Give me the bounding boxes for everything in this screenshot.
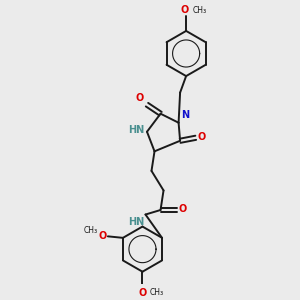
Text: O: O bbox=[181, 5, 189, 15]
Text: O: O bbox=[138, 288, 147, 298]
Text: HN: HN bbox=[128, 217, 144, 227]
Text: O: O bbox=[135, 93, 143, 103]
Text: O: O bbox=[98, 231, 106, 241]
Text: CH₃: CH₃ bbox=[193, 6, 207, 15]
Text: HN: HN bbox=[128, 125, 144, 135]
Text: O: O bbox=[178, 204, 187, 214]
Text: N: N bbox=[181, 110, 189, 120]
Text: CH₃: CH₃ bbox=[83, 226, 97, 236]
Text: CH₃: CH₃ bbox=[150, 288, 164, 297]
Text: O: O bbox=[197, 132, 206, 142]
